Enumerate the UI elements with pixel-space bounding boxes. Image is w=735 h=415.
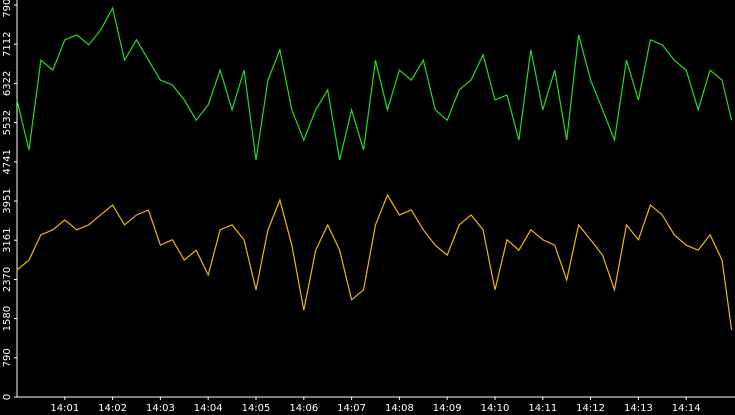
x-tick-label: 14:12 (576, 403, 605, 414)
x-tick-label: 14:07 (337, 403, 366, 414)
y-tick-label: 790 (2, 348, 13, 367)
x-tick-label: 14:01 (50, 403, 79, 414)
y-tick-label: 0 (2, 394, 13, 400)
y-tick-label: 4741 (2, 149, 13, 174)
x-tick-label: 14:09 (433, 403, 462, 414)
x-tick-label: 14:05 (242, 403, 271, 414)
y-tick-label: 6322 (2, 71, 13, 96)
x-tick-label: 14:14 (672, 403, 701, 414)
y-tick-label: 1580 (2, 306, 13, 331)
series-line (16, 6, 733, 161)
x-tick-label: 14:06 (289, 403, 318, 414)
x-tick-label: 14:10 (481, 403, 510, 414)
x-tick-label: 14:03 (146, 403, 175, 414)
y-tick-label: 5532 (2, 110, 13, 135)
y-tick-label: 3951 (2, 188, 13, 213)
y-tick-label: 3161 (2, 227, 13, 252)
series-line (16, 193, 733, 331)
y-tick-label: 7112 (2, 32, 13, 57)
x-tick-label: 14:04 (194, 403, 223, 414)
x-tick-label: 14:13 (624, 403, 653, 414)
y-tick-label: 7903 (2, 0, 13, 18)
y-tick-label: 2370 (2, 267, 13, 292)
x-tick-label: 14:02 (98, 403, 127, 414)
x-tick-label: 14:11 (528, 403, 557, 414)
x-tick-label: 14:08 (385, 403, 414, 414)
